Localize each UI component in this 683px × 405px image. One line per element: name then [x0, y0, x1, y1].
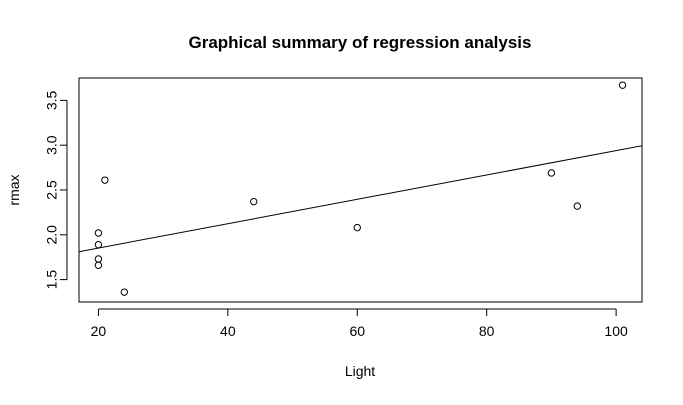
x-tick-label: 100: [604, 323, 628, 339]
x-axis: 20 40 60 80 100: [91, 308, 628, 339]
y-axis: 1.5 2.0 2.5 3.0 3.5: [44, 90, 68, 290]
x-tick-label: 20: [91, 323, 107, 339]
y-tick-label: 2.5: [44, 180, 60, 200]
x-axis-label: Light: [345, 363, 375, 379]
y-tick-label: 2.0: [44, 225, 60, 245]
scatter-point: [250, 197, 258, 206]
scatter-point: [547, 169, 556, 177]
regression-layer: [78, 145, 643, 253]
y-tick-label: 3.5: [44, 90, 60, 110]
y-tick-label: 1.5: [44, 270, 60, 290]
scatter-point: [120, 288, 128, 296]
plot-area-border: [78, 77, 643, 303]
scatter-point: [94, 255, 103, 263]
scatter-point: [353, 223, 361, 232]
scatter-point: [94, 229, 103, 237]
points-layer: [94, 81, 627, 296]
x-tick-label: 40: [220, 323, 236, 339]
chart-title: Graphical summary of regression analysis: [189, 33, 532, 52]
scatter-point: [573, 202, 581, 210]
y-axis-label: rmax: [6, 174, 22, 205]
scatter-point: [94, 240, 103, 249]
x-tick-label: 60: [349, 323, 365, 339]
scatter-point: [101, 176, 109, 184]
regression-line: [78, 145, 643, 253]
x-tick-label: 80: [479, 323, 495, 339]
scatter-point: [618, 81, 627, 89]
y-tick-label: 3.0: [44, 135, 60, 155]
scatter-point: [94, 261, 103, 269]
